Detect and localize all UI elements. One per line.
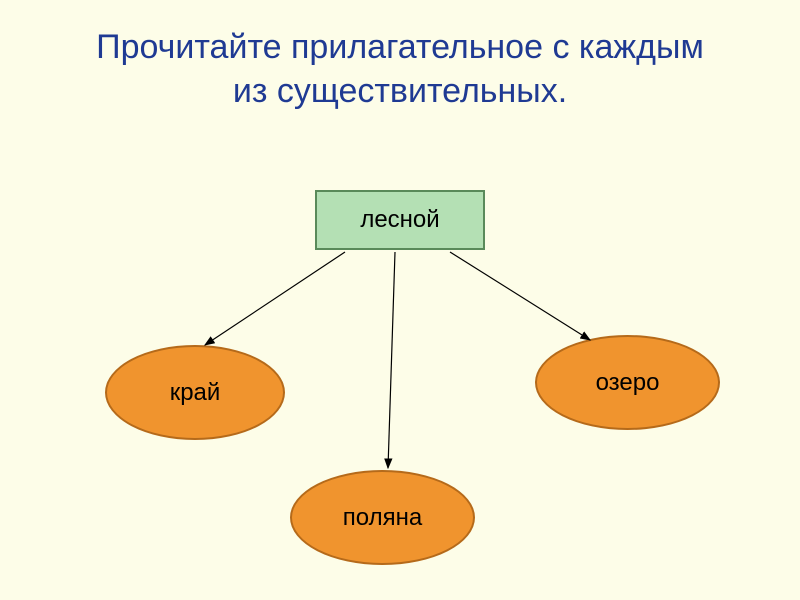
diagram-title: Прочитайте прилагательное с каждым из су… bbox=[75, 25, 725, 113]
child-node-label: край bbox=[170, 379, 221, 407]
child-node-label: озеро bbox=[596, 369, 660, 397]
child-node-kray: край bbox=[105, 345, 285, 440]
child-node-ozero: озеро bbox=[535, 335, 720, 430]
child-node-polyana: поляна bbox=[290, 470, 475, 565]
root-node-label: лесной bbox=[360, 206, 439, 234]
arrow-edge bbox=[205, 252, 345, 345]
arrow-edge bbox=[388, 252, 395, 468]
arrow-edge bbox=[450, 252, 590, 340]
child-node-label: поляна bbox=[343, 504, 422, 532]
root-node: лесной bbox=[315, 190, 485, 250]
